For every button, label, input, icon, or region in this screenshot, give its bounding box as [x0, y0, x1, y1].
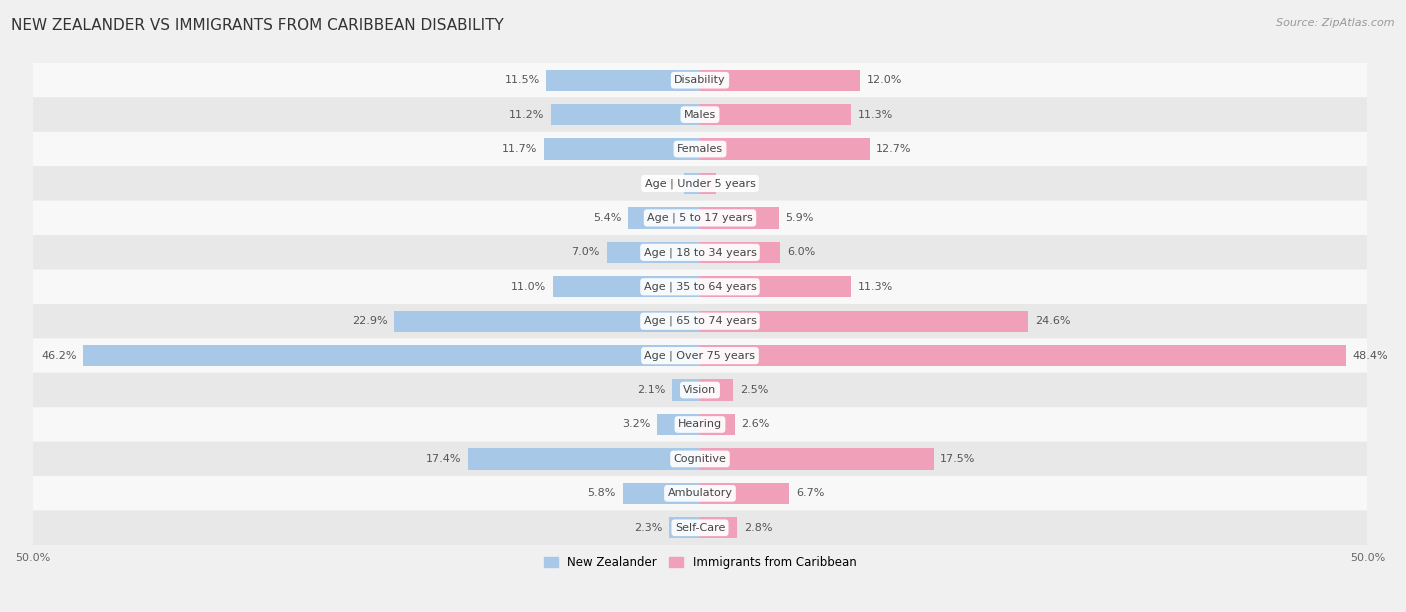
Text: Age | 35 to 64 years: Age | 35 to 64 years: [644, 282, 756, 292]
Bar: [700, 70, 860, 91]
Text: 48.4%: 48.4%: [1353, 351, 1388, 360]
Text: 11.2%: 11.2%: [509, 110, 544, 119]
Bar: [623, 483, 700, 504]
Bar: [553, 276, 700, 297]
Text: Hearing: Hearing: [678, 419, 723, 430]
Text: Males: Males: [683, 110, 716, 119]
Bar: [700, 104, 851, 125]
FancyBboxPatch shape: [32, 338, 1368, 373]
Text: 5.8%: 5.8%: [588, 488, 616, 498]
FancyBboxPatch shape: [32, 442, 1368, 476]
Text: 1.2%: 1.2%: [650, 179, 678, 188]
Text: Age | Over 75 years: Age | Over 75 years: [644, 351, 755, 361]
Text: 46.2%: 46.2%: [41, 351, 77, 360]
FancyBboxPatch shape: [32, 373, 1368, 407]
Text: Age | 5 to 17 years: Age | 5 to 17 years: [647, 213, 752, 223]
Bar: [700, 517, 737, 539]
Bar: [669, 517, 700, 539]
FancyBboxPatch shape: [32, 97, 1368, 132]
FancyBboxPatch shape: [32, 510, 1368, 545]
Bar: [683, 173, 700, 194]
Bar: [547, 70, 700, 91]
Bar: [700, 173, 716, 194]
Text: Disability: Disability: [675, 75, 725, 85]
Text: Source: ZipAtlas.com: Source: ZipAtlas.com: [1277, 18, 1395, 28]
Text: Cognitive: Cognitive: [673, 454, 727, 464]
Bar: [551, 104, 700, 125]
Bar: [700, 345, 1346, 367]
Text: NEW ZEALANDER VS IMMIGRANTS FROM CARIBBEAN DISABILITY: NEW ZEALANDER VS IMMIGRANTS FROM CARIBBE…: [11, 18, 503, 34]
Text: 6.0%: 6.0%: [787, 247, 815, 258]
Text: 11.3%: 11.3%: [858, 282, 893, 292]
Bar: [700, 414, 735, 435]
Text: 17.4%: 17.4%: [426, 454, 461, 464]
Bar: [544, 138, 700, 160]
Legend: New Zealander, Immigrants from Caribbean: New Zealander, Immigrants from Caribbean: [538, 551, 860, 574]
Bar: [657, 414, 700, 435]
FancyBboxPatch shape: [32, 304, 1368, 338]
Text: Ambulatory: Ambulatory: [668, 488, 733, 498]
Bar: [700, 448, 934, 469]
Bar: [700, 207, 779, 229]
FancyBboxPatch shape: [32, 63, 1368, 97]
FancyBboxPatch shape: [32, 269, 1368, 304]
Bar: [394, 310, 700, 332]
Bar: [628, 207, 700, 229]
Text: 24.6%: 24.6%: [1035, 316, 1070, 326]
Bar: [700, 310, 1028, 332]
FancyBboxPatch shape: [32, 235, 1368, 269]
Text: 3.2%: 3.2%: [623, 419, 651, 430]
FancyBboxPatch shape: [32, 166, 1368, 201]
Text: 2.1%: 2.1%: [637, 385, 665, 395]
Bar: [700, 483, 789, 504]
Text: Age | 65 to 74 years: Age | 65 to 74 years: [644, 316, 756, 326]
Text: 12.0%: 12.0%: [868, 75, 903, 85]
Text: 11.3%: 11.3%: [858, 110, 893, 119]
Text: Vision: Vision: [683, 385, 717, 395]
Text: 7.0%: 7.0%: [571, 247, 600, 258]
Text: 2.5%: 2.5%: [740, 385, 769, 395]
Text: 12.7%: 12.7%: [876, 144, 911, 154]
Text: Self-Care: Self-Care: [675, 523, 725, 533]
Text: Age | Under 5 years: Age | Under 5 years: [644, 178, 755, 188]
Text: Females: Females: [676, 144, 723, 154]
Text: 11.0%: 11.0%: [512, 282, 547, 292]
FancyBboxPatch shape: [32, 132, 1368, 166]
Bar: [700, 379, 734, 401]
Text: 11.7%: 11.7%: [502, 144, 537, 154]
Bar: [83, 345, 700, 367]
Text: 1.2%: 1.2%: [723, 179, 751, 188]
Text: 11.5%: 11.5%: [505, 75, 540, 85]
Bar: [700, 276, 851, 297]
Text: Age | 18 to 34 years: Age | 18 to 34 years: [644, 247, 756, 258]
Text: 5.4%: 5.4%: [593, 213, 621, 223]
Text: 2.6%: 2.6%: [741, 419, 769, 430]
Text: 2.3%: 2.3%: [634, 523, 662, 533]
Bar: [700, 138, 869, 160]
Text: 6.7%: 6.7%: [796, 488, 824, 498]
Bar: [672, 379, 700, 401]
FancyBboxPatch shape: [32, 407, 1368, 442]
Bar: [700, 242, 780, 263]
Bar: [606, 242, 700, 263]
FancyBboxPatch shape: [32, 201, 1368, 235]
Text: 17.5%: 17.5%: [941, 454, 976, 464]
Text: 5.9%: 5.9%: [786, 213, 814, 223]
Text: 22.9%: 22.9%: [352, 316, 388, 326]
FancyBboxPatch shape: [32, 476, 1368, 510]
Text: 2.8%: 2.8%: [744, 523, 772, 533]
Bar: [468, 448, 700, 469]
